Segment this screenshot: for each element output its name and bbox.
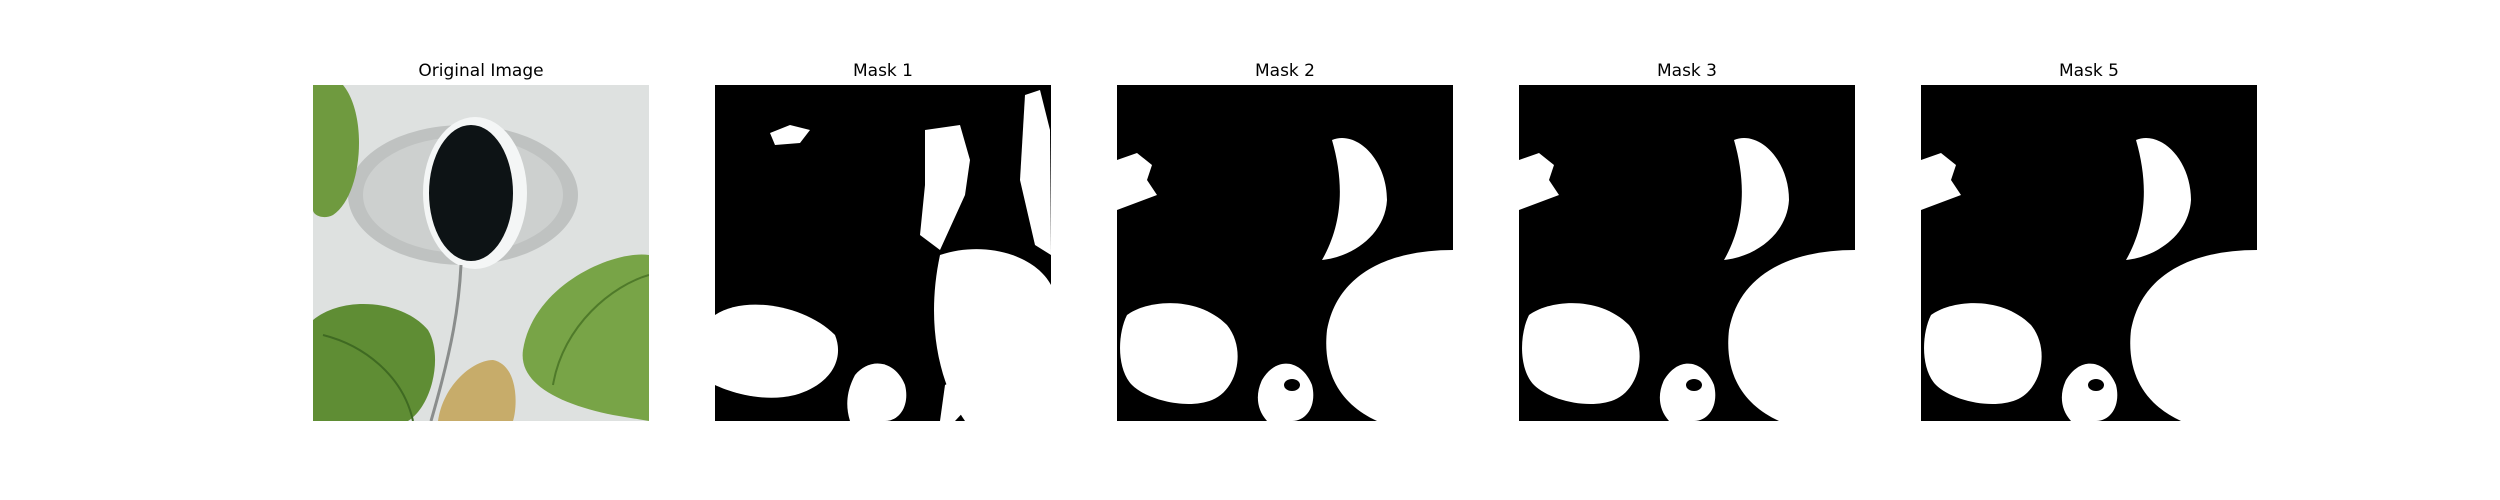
panel-title-mask-2: Mask 2	[1254, 61, 1315, 81]
mask-5-image	[1921, 85, 2257, 421]
mask-1-image	[715, 85, 1051, 421]
panel-title-original: Original Image	[418, 61, 544, 81]
mask-3-image	[1519, 85, 1855, 421]
panel-title-mask-3: Mask 3	[1656, 61, 1717, 81]
original-image	[313, 85, 649, 421]
mask-2-image	[1117, 85, 1453, 421]
panel-title-mask-1: Mask 1	[852, 61, 913, 81]
panel-title-mask-5: Mask 5	[2058, 61, 2119, 81]
